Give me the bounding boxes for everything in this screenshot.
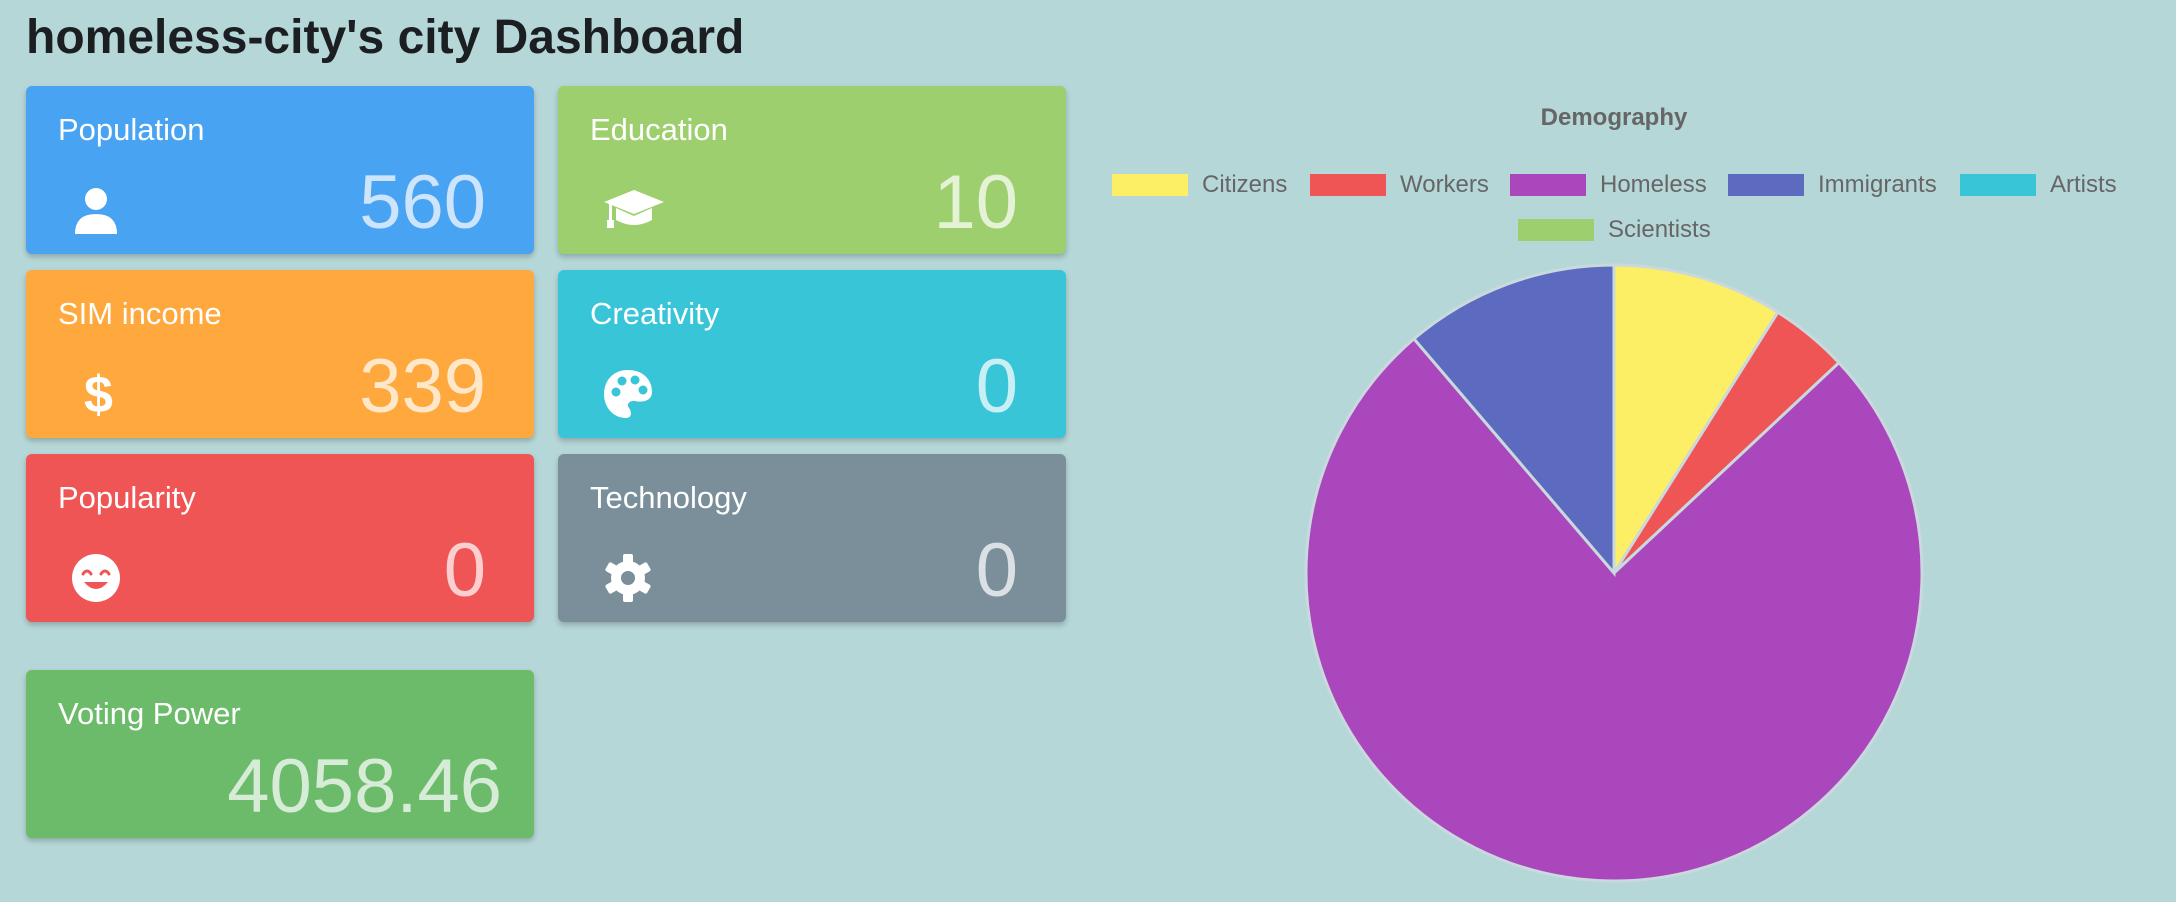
legend-swatch xyxy=(1960,174,2036,196)
legend-label: Immigrants xyxy=(1818,171,1937,198)
education-card: Education 10 xyxy=(558,86,1066,254)
legend-item-citizens[interactable]: Citizens xyxy=(1112,168,1287,202)
legend-item-workers[interactable]: Workers xyxy=(1310,168,1489,202)
legend-label: Citizens xyxy=(1202,171,1288,198)
creativity-label: Creativity xyxy=(590,296,720,331)
technology-card: Technology 0 xyxy=(558,454,1066,622)
popularity-card: Popularity 0 xyxy=(26,454,534,622)
population-label: Population xyxy=(58,112,205,147)
population-value: 560 xyxy=(359,160,486,245)
popularity-label: Popularity xyxy=(58,480,196,515)
legend-label: Scientists xyxy=(1608,216,1711,243)
education-label: Education xyxy=(590,112,728,147)
legend-item-scientists[interactable]: Scientists xyxy=(1518,213,1711,247)
pie-slice-citizens[interactable] xyxy=(1612,263,1780,579)
legend-swatch xyxy=(1310,174,1386,196)
income-card: SIM income $ 339 xyxy=(26,270,534,438)
education-value: 10 xyxy=(933,160,1018,245)
palette-icon xyxy=(602,368,654,420)
smile-icon xyxy=(70,552,122,604)
user-icon xyxy=(70,184,122,236)
legend-item-homeless[interactable]: Homeless xyxy=(1510,168,1707,202)
legend-item-immigrants[interactable]: Immigrants xyxy=(1728,168,1937,202)
dollar-icon: $ xyxy=(70,368,122,420)
income-value: 339 xyxy=(359,344,486,429)
legend-swatch xyxy=(1112,174,1188,196)
legend-item-artists[interactable]: Artists xyxy=(1960,168,2117,202)
graduation-cap-icon xyxy=(602,184,666,236)
chart-title: Demography xyxy=(1540,104,1688,131)
legend-swatch xyxy=(1510,174,1586,196)
svg-text:$: $ xyxy=(84,368,113,420)
page-title: homeless-city's city Dashboard xyxy=(26,11,745,64)
legend-swatch xyxy=(1728,174,1804,196)
creativity-value: 0 xyxy=(975,344,1018,429)
pie-slice-homeless[interactable] xyxy=(1304,336,1924,883)
popularity-value: 0 xyxy=(443,528,486,613)
technology-value: 0 xyxy=(975,528,1018,613)
legend-label: Homeless xyxy=(1600,171,1707,198)
voting-power-value: 4058.46 xyxy=(227,744,502,829)
legend-swatch xyxy=(1518,219,1594,241)
legend-label: Artists xyxy=(2050,171,2117,198)
technology-label: Technology xyxy=(590,480,747,515)
legend-label: Workers xyxy=(1400,171,1489,198)
income-label: SIM income xyxy=(58,296,222,331)
gear-icon xyxy=(602,552,654,604)
creativity-card: Creativity 0 xyxy=(558,270,1066,438)
voting-power-label: Voting Power xyxy=(58,696,241,731)
voting-power-card: Voting Power 4058.46 xyxy=(26,670,534,838)
pie-slice-immigrants[interactable] xyxy=(1411,263,1616,578)
population-card: Population 560 xyxy=(26,86,534,254)
